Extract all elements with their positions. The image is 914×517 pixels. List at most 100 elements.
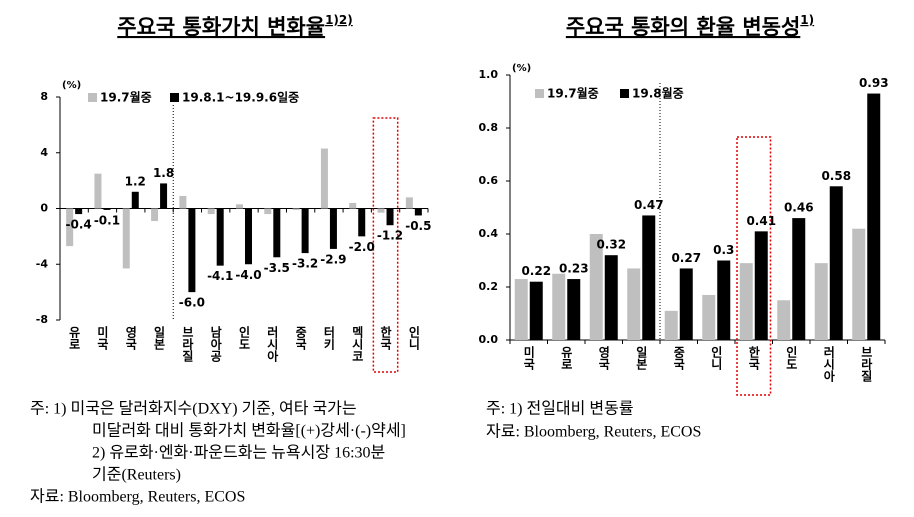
bar — [717, 260, 731, 340]
y-tick-label: 0.2 — [479, 280, 499, 293]
value-label: -0.5 — [405, 219, 431, 233]
y-tick-label: 0 — [40, 202, 48, 215]
value-label: 0.58 — [821, 169, 851, 183]
bar — [103, 208, 111, 210]
bar — [679, 268, 693, 340]
x-tick-label: 러시아 — [822, 345, 836, 383]
title-text: 주요국 통화의 환율 변동성 — [566, 15, 800, 39]
x-tick-label: 한국 — [379, 325, 393, 351]
bar — [702, 294, 716, 340]
bar — [852, 228, 866, 340]
value-label: -0.4 — [66, 218, 92, 232]
bar — [358, 208, 366, 237]
x-tick-label: 한국 — [747, 345, 761, 371]
bar — [777, 300, 791, 340]
x-tick-label: 브라질 — [180, 326, 194, 363]
title-text: 주요국 통화가치 변화율 — [117, 15, 325, 39]
value-label: 0.47 — [634, 198, 664, 212]
x-tick-label: 터키 — [322, 325, 336, 351]
x-tick-label: 중국 — [294, 326, 308, 351]
value-label: -2.0 — [349, 240, 375, 254]
x-tick-label: 남아공 — [209, 325, 223, 363]
legend-label: 19.7월중 — [547, 86, 599, 101]
bar — [207, 208, 215, 215]
value-label: 0.3 — [713, 243, 734, 257]
value-label: 0.22 — [521, 264, 551, 278]
bar — [94, 173, 102, 209]
x-tick-label: 영국 — [597, 345, 611, 371]
bar — [377, 208, 385, 213]
legend-swatch — [170, 93, 179, 102]
y-tick-label: 0.6 — [479, 174, 499, 187]
bar — [320, 148, 328, 209]
value-label: 0.41 — [746, 214, 776, 228]
y-tick-label: 0.4 — [479, 227, 499, 240]
y-tick-label: -8 — [36, 313, 48, 326]
footnote: 미달러화 대비 통화가치 변화율[(+)강세·(-)약세] — [92, 422, 406, 440]
bar — [604, 255, 618, 340]
bar — [188, 208, 196, 293]
bar — [160, 183, 168, 209]
bar — [664, 310, 678, 340]
bar — [264, 208, 272, 215]
value-label: 0.23 — [559, 262, 589, 276]
y-tick-label: -4 — [36, 257, 49, 270]
value-label: 0.46 — [784, 201, 814, 215]
footnote: 2) 유로화·엔화·파운드화는 뉴욕시장 16:30분 — [92, 444, 385, 462]
x-tick-label: 멕시코 — [350, 325, 364, 362]
bar — [216, 208, 224, 266]
value-label: -4.0 — [235, 268, 261, 282]
legend-swatch — [620, 89, 629, 98]
bar — [814, 263, 828, 340]
bar — [642, 215, 656, 340]
value-label: -6.0 — [179, 296, 205, 310]
value-label: -3.5 — [264, 261, 290, 275]
bar — [567, 279, 581, 340]
x-tick-label: 인니 — [709, 345, 723, 371]
legend-label: 19.7월중 — [100, 90, 152, 105]
x-tick-label: 미국 — [522, 345, 536, 371]
bar — [301, 208, 309, 254]
footnote: 자료: Bloomberg, Reuters, ECOS — [486, 423, 701, 441]
value-label: 1.2 — [125, 174, 146, 188]
highlight-box — [372, 117, 399, 373]
value-label: 0.93 — [859, 76, 889, 90]
y-tick-label: 1.0 — [479, 68, 499, 81]
bar — [514, 279, 528, 340]
bar — [179, 195, 187, 209]
x-tick-label: 중국 — [672, 346, 686, 371]
footnote: 주: 1) 전일대비 변동률 — [486, 400, 634, 418]
bar — [739, 263, 753, 340]
bar — [754, 231, 768, 340]
y-tick-label: 4 — [40, 146, 48, 159]
x-tick-label: 인도 — [237, 325, 251, 350]
bar — [131, 191, 139, 209]
bar — [75, 208, 83, 215]
bar — [829, 186, 843, 340]
bar — [529, 281, 543, 340]
title-superscript: 1) — [800, 13, 814, 27]
unit-label: (%) — [512, 63, 531, 74]
x-tick-label: 인니 — [407, 325, 421, 351]
value-label: 1.8 — [153, 166, 174, 180]
bar — [349, 202, 357, 209]
bar — [589, 234, 603, 340]
bar — [627, 268, 641, 340]
legend-swatch — [88, 93, 97, 102]
x-tick-label: 유로 — [559, 346, 573, 370]
x-tick-label: 유로 — [67, 326, 81, 350]
bar — [122, 208, 130, 269]
legend-label: 19.8.1~19.9.6일중 — [182, 91, 299, 105]
x-tick-label: 일본 — [634, 346, 648, 371]
bar — [292, 208, 300, 210]
bar — [386, 208, 394, 226]
footnote: 주: 1) 미국은 달러화지수(DXY) 기준, 여타 국가는 — [30, 400, 357, 418]
bar — [273, 208, 281, 258]
chart-title: 주요국 통화의 환율 변동성1) — [566, 13, 814, 40]
footnote: 기준(Reuters) — [92, 466, 181, 484]
bar — [236, 204, 243, 209]
value-label: -1.2 — [377, 229, 403, 243]
bar — [414, 208, 422, 216]
bar — [405, 197, 413, 209]
